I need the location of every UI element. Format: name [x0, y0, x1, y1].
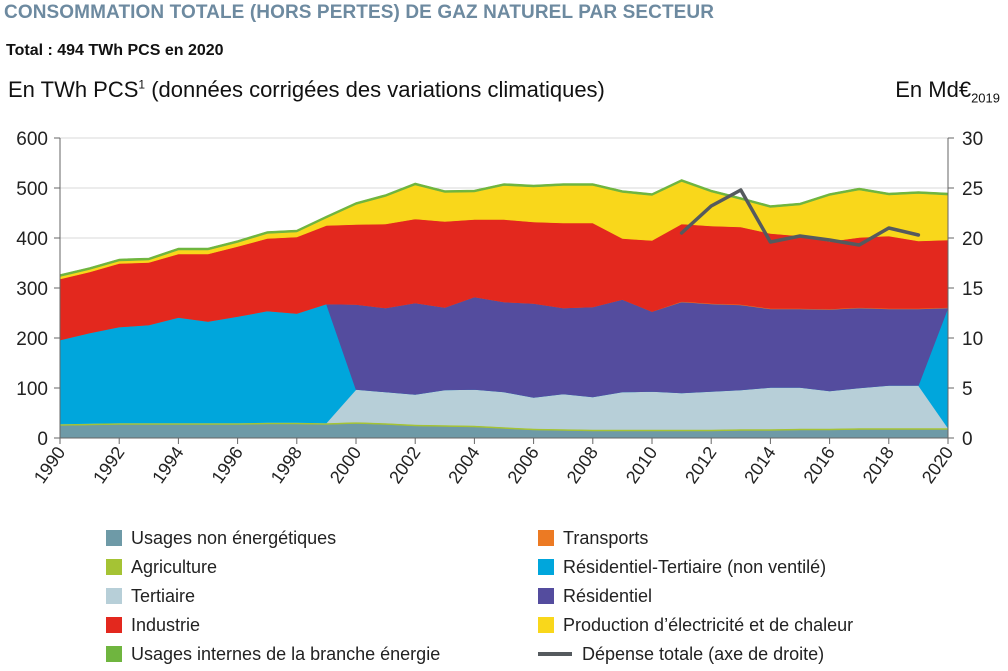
gas-consumption-chart: 0 100 200 300 400 500 600 0 5 10 15 20 25 30 1990 1992 1… [16, 129, 983, 487]
legend-label-2: Agriculture [131, 556, 218, 577]
right-axis-unit-year: 2019 [971, 90, 1000, 106]
legend-swatch-5 [538, 588, 554, 604]
right-tick-label-4: 20 [962, 229, 983, 250]
x-tick-label-6: 2002 [385, 443, 424, 487]
legend-item-2: Agriculture [106, 553, 217, 581]
x-tick-label-13: 2016 [800, 443, 839, 487]
line-series-total-expense [679, 188, 921, 247]
legend-label-6: Industrie [131, 614, 201, 635]
x-tick-label-9: 2008 [563, 443, 602, 487]
left-tick-label-3: 300 [16, 279, 48, 300]
x-tick-label-3: 1996 [208, 443, 247, 487]
legend-label-3: Résidentiel-Tertiaire (non ventilé) [563, 556, 827, 577]
x-tick-label-0: 1990 [30, 443, 69, 487]
legend-item-8: Usages internes de la branche énergie [106, 640, 440, 668]
left-tick-label-6: 600 [16, 129, 48, 150]
x-tick-label-2: 1994 [148, 443, 187, 487]
right-tick-label-3: 15 [962, 279, 983, 300]
legend-swatch-3 [538, 559, 554, 575]
x-tick-label-14: 2018 [859, 443, 898, 487]
left-tick-label-1: 100 [16, 379, 48, 400]
chart-subtitle: Total : 494 TWh PCS en 2020 [6, 42, 224, 59]
x-tick-label-10: 2010 [622, 443, 661, 487]
x-tick-label-11: 2012 [681, 443, 720, 487]
legend-item-1: Transports [538, 524, 648, 552]
right-tick-label-1: 5 [962, 379, 973, 400]
legend-swatch-2 [106, 559, 122, 575]
legend-swatch-9 [538, 652, 572, 656]
left-axis-unit-text: En TWh PCS [8, 77, 139, 102]
left-tick-label-5: 500 [16, 179, 48, 200]
legend-label-9: Dépense totale (axe de droite) [582, 643, 825, 664]
x-tick-label-1: 1992 [89, 443, 128, 487]
x-tick-label-7: 2004 [444, 443, 483, 487]
left-tick-label-2: 200 [16, 329, 48, 350]
legend-swatch-4 [106, 588, 122, 604]
right-tick-label-2: 10 [962, 329, 983, 350]
chart-title: CONSOMMATION TOTALE (HORS PERTES) DE GAZ… [4, 2, 715, 23]
legend-swatch-6 [106, 617, 122, 633]
x-tick-label-8: 2006 [504, 443, 543, 487]
right-tick-label-6: 30 [962, 129, 983, 150]
right-tick-label-5: 25 [962, 179, 983, 200]
legend-item-3: Résidentiel-Tertiaire (non ventilé) [538, 553, 826, 581]
right-axis-unit-text: En Md€ [895, 77, 972, 102]
legend-item-0: Usages non énergétiques [106, 524, 336, 552]
legend-label-5: Résidentiel [563, 585, 653, 606]
legend-label-0: Usages non énergétiques [131, 527, 337, 548]
left-tick-label-4: 400 [16, 229, 48, 250]
legend-item-4: Tertiaire [106, 582, 195, 610]
x-tick-label-15: 2020 [918, 443, 957, 487]
legend-item-6: Industrie [106, 611, 200, 639]
left-tick-label-0: 0 [37, 429, 48, 450]
left-axis-unit: En TWh PCS1 (données corrigées des varia… [8, 77, 605, 103]
legend-item-7: Production d’électricité et de chaleur [538, 611, 853, 639]
chart-legend: Usages non énergétiques Transports Agricul… [0, 522, 1008, 671]
legend-label-8: Usages internes de la branche énergie [131, 643, 441, 664]
legend-swatch-7 [538, 617, 554, 633]
legend-label-4: Tertiaire [131, 585, 196, 606]
legend-item-5: Résidentiel [538, 582, 652, 610]
legend-item-9: Dépense totale (axe de droite) [538, 640, 824, 668]
right-tick-label-0: 0 [962, 429, 973, 450]
legend-swatch-0 [106, 530, 122, 546]
x-tick-label-12: 2014 [740, 443, 779, 487]
legend-swatch-8 [106, 646, 122, 662]
x-tick-label-4: 1998 [267, 443, 306, 487]
legend-label-7: Production d’électricité et de chaleur [563, 614, 854, 635]
right-axis-unit: En Md€2019 [895, 77, 1000, 105]
left-axis-unit-footnote: 1 [138, 77, 146, 92]
legend-label-1: Transports [563, 527, 649, 548]
legend-swatch-1 [538, 530, 554, 546]
x-tick-label-5: 2000 [326, 443, 365, 487]
left-axis-unit-note: (données corrigées des variations climat… [145, 77, 605, 102]
